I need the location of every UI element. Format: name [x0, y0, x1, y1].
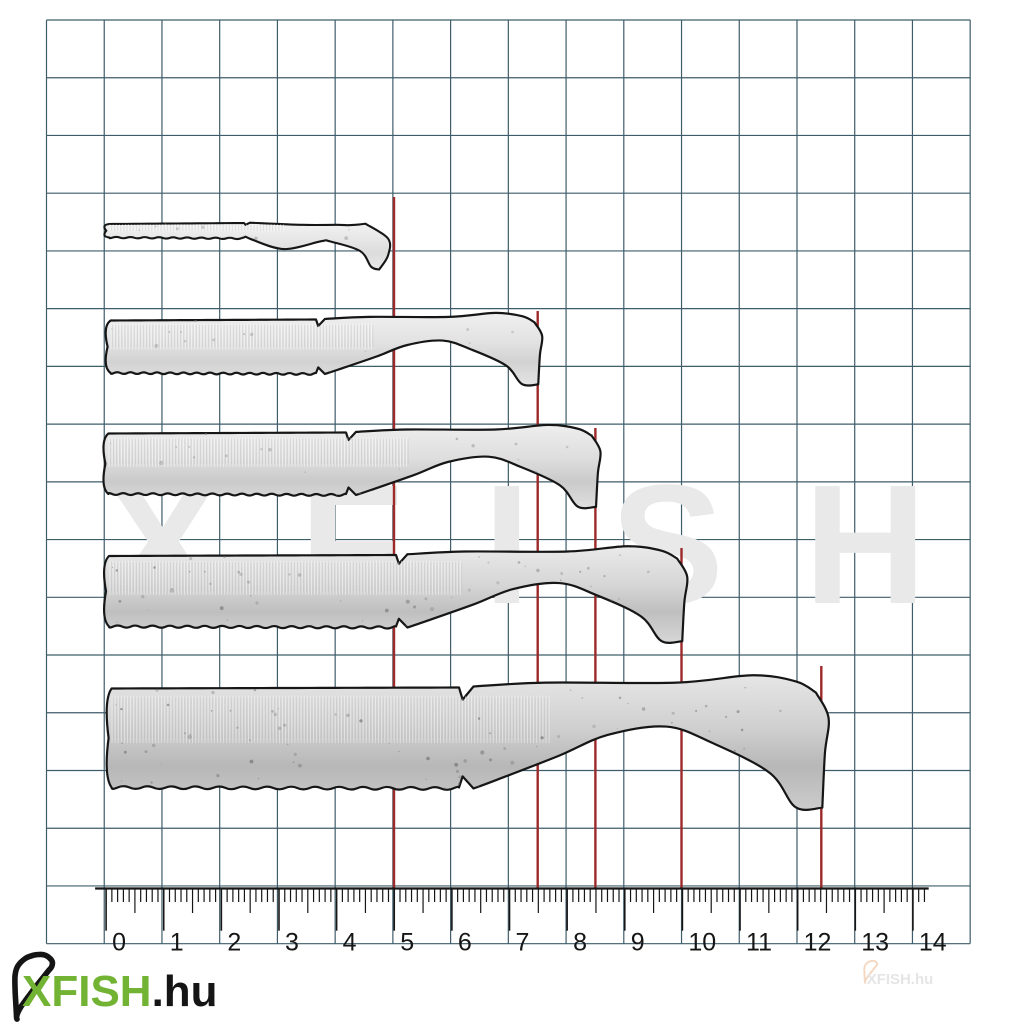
- svg-text:3: 3: [285, 929, 299, 957]
- svg-text:4: 4: [343, 929, 357, 957]
- svg-text:8: 8: [573, 929, 587, 957]
- svg-text:11: 11: [746, 929, 772, 957]
- svg-text:0: 0: [112, 929, 126, 957]
- svg-text:13: 13: [861, 929, 889, 957]
- svg-text:12: 12: [804, 929, 832, 957]
- svg-text:XFISH.hu: XFISH.hu: [867, 971, 933, 988]
- svg-text:6: 6: [458, 929, 472, 957]
- svg-text:7: 7: [516, 929, 530, 957]
- svg-text:14: 14: [919, 929, 947, 957]
- svg-text:XFISH.hu: XFISH.hu: [22, 967, 218, 1016]
- svg-text:9: 9: [631, 929, 645, 957]
- svg-text:1: 1: [170, 929, 184, 957]
- svg-text:10: 10: [688, 929, 716, 957]
- svg-text:2: 2: [227, 929, 241, 957]
- svg-text:5: 5: [400, 929, 414, 957]
